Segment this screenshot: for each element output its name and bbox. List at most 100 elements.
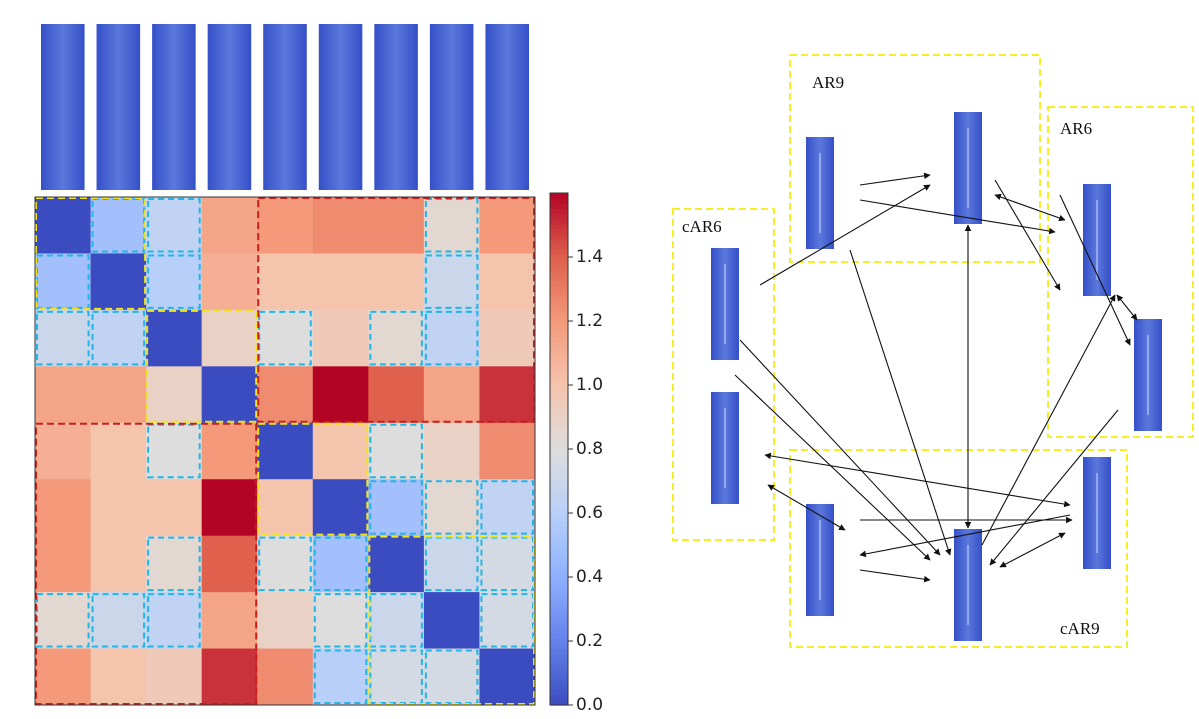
heat-cell — [146, 592, 203, 650]
heat-cell — [35, 366, 92, 424]
colorbar-step — [550, 454, 568, 460]
arrow — [767, 484, 846, 531]
colorbar-step — [550, 387, 568, 394]
heat-cell — [201, 648, 258, 706]
colorbar-step — [550, 684, 568, 691]
colorbar-step — [550, 510, 568, 517]
heat-cell — [368, 253, 425, 311]
arrow — [999, 532, 1066, 568]
colorbar-step — [550, 561, 568, 568]
colorbar-tick-label: 0.4 — [576, 567, 603, 587]
colorbar-step — [550, 346, 568, 353]
heat-cell — [201, 592, 258, 650]
cluster-box — [424, 310, 479, 366]
heat-cell — [90, 535, 147, 593]
heat-cell — [312, 197, 369, 254]
heat-cell — [35, 479, 92, 537]
heat-cell — [257, 366, 314, 424]
cluster-box — [147, 536, 201, 592]
heat-cell — [479, 648, 536, 706]
colorbar-step — [550, 310, 568, 317]
colorbar-step — [550, 658, 568, 665]
heat-cell — [257, 253, 314, 311]
heat-cell — [201, 479, 258, 537]
colorbar-step — [550, 587, 568, 593]
heat-cell — [423, 422, 480, 480]
heat-cell — [35, 422, 92, 480]
heat-cell — [312, 366, 369, 424]
heat-cell — [90, 648, 147, 706]
group-label: cAR9 — [1060, 619, 1100, 638]
colorbar-step — [550, 633, 568, 640]
colorbar-step — [550, 582, 568, 588]
heat-cell — [201, 535, 258, 593]
colorbar-step — [550, 382, 568, 389]
arrow — [849, 249, 952, 556]
colorbar-step — [550, 392, 568, 399]
cluster-box — [313, 593, 368, 648]
heat-cell — [257, 648, 314, 706]
heatmap-frame — [34, 196, 536, 706]
colorbar-step — [550, 577, 568, 583]
colorbar-step — [550, 443, 568, 450]
colorbar-step — [550, 484, 568, 491]
thumbnail — [374, 24, 418, 190]
group-box — [672, 208, 775, 541]
group-label: AR6 — [1060, 119, 1092, 138]
heat-cell — [423, 197, 480, 254]
colorbar-step — [550, 280, 568, 286]
group-box — [789, 54, 1041, 263]
thumbnail — [152, 24, 196, 190]
colorbar-tick-label: 1.4 — [576, 247, 603, 267]
heat-cell — [368, 592, 425, 650]
colorbar-step — [550, 264, 568, 271]
heat-cell — [90, 366, 147, 424]
heat-cell — [35, 309, 92, 367]
colorbar-step — [550, 361, 568, 368]
colorbar-step — [550, 628, 568, 634]
colorbar-step — [550, 239, 568, 245]
cluster-box — [369, 423, 423, 479]
colorbar-step — [550, 520, 568, 527]
colorbar-step — [550, 228, 568, 235]
colorbar-step — [550, 505, 568, 512]
colorbar-tick-label: 0.8 — [576, 439, 603, 459]
colorbar-step — [550, 285, 568, 291]
heat-cell — [423, 648, 480, 706]
colorbar-step — [550, 597, 568, 604]
heat-cell — [146, 648, 203, 706]
colorbar-step — [550, 423, 568, 430]
colorbar-step — [550, 315, 568, 322]
cluster-box — [369, 480, 423, 535]
cluster-box — [313, 536, 368, 592]
colorbar-step — [550, 402, 568, 409]
heat-cell — [368, 309, 425, 367]
heat-cell — [201, 309, 258, 367]
colorbar-step — [550, 536, 568, 542]
colorbar-step — [550, 530, 568, 537]
colorbar-step — [550, 305, 568, 312]
thumbnail — [318, 24, 363, 190]
cluster-box — [147, 593, 201, 648]
group-label: AR9 — [812, 73, 844, 92]
heat-cell — [368, 366, 425, 424]
colorbar-step — [550, 515, 568, 522]
colorbar-step — [550, 643, 568, 650]
colorbar-step — [550, 438, 568, 445]
heat-cell — [90, 309, 147, 367]
diagram: AR9 AR6 cAR6 cAR9 — [672, 54, 1194, 648]
thumbnail — [41, 24, 85, 190]
colorbar-step — [550, 428, 568, 435]
arrow — [859, 569, 931, 583]
heat-cell — [146, 535, 203, 593]
colorbar-step — [550, 699, 568, 706]
colorbar-step — [550, 525, 568, 532]
colorbar-tick-label: 0.2 — [576, 631, 603, 651]
heat-cell — [35, 535, 92, 593]
arrow — [759, 184, 931, 286]
heat-cell — [146, 479, 203, 537]
colorbar-step — [550, 290, 568, 296]
cluster-box — [36, 310, 90, 366]
thumbnail — [96, 24, 141, 190]
colorbar-step — [550, 679, 568, 686]
